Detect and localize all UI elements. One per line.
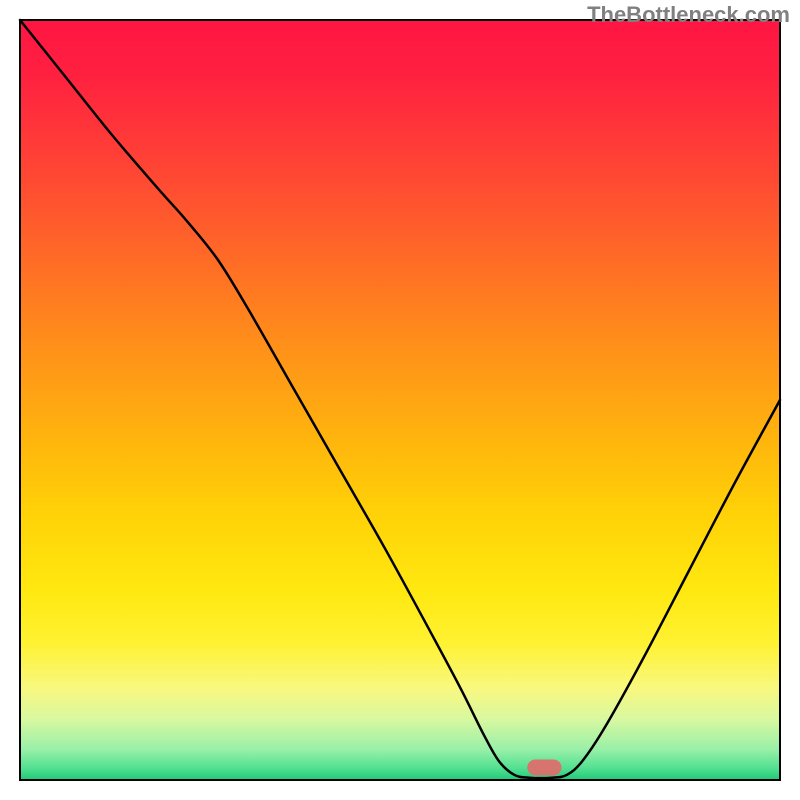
plot-background — [20, 20, 780, 780]
optimal-marker — [527, 759, 561, 775]
bottleneck-chart — [0, 0, 800, 800]
